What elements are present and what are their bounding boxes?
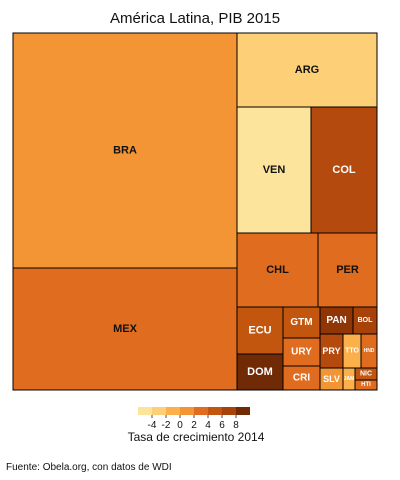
legend-tick-label-3: 2 bbox=[191, 420, 197, 431]
legend-swatch-6 bbox=[222, 407, 236, 415]
treemap-tile-chl bbox=[236, 232, 319, 308]
treemap-label-gtm: GTM bbox=[290, 317, 312, 328]
legend-title: Tasa de crecimiento 2014 bbox=[127, 430, 265, 444]
treemap-label-ven: VEN bbox=[263, 164, 286, 176]
treemap-tile-per bbox=[317, 232, 378, 308]
treemap-label-ecu: ECU bbox=[248, 325, 271, 337]
treemap-label-pry: PRY bbox=[322, 346, 340, 356]
treemap-label-pan: PAN bbox=[326, 315, 346, 326]
treemap-label-hnd: HND bbox=[364, 348, 375, 354]
legend-swatch-3 bbox=[180, 407, 194, 415]
treemap-label-hti: HTI bbox=[361, 382, 371, 388]
treemap-label-nic: NIC bbox=[360, 371, 372, 378]
treemap-label-cri: CRI bbox=[293, 373, 310, 384]
legend-swatch-2 bbox=[166, 407, 180, 415]
legend-swatch-1 bbox=[152, 407, 166, 415]
chart-title: América Latina, PIB 2015 bbox=[109, 10, 281, 27]
treemap-tile-pan bbox=[319, 306, 354, 335]
legend-tick-label-2: 0 bbox=[177, 420, 183, 431]
treemap-label-dom: DOM bbox=[247, 366, 273, 378]
legend-tick-label-0: -4 bbox=[148, 420, 157, 431]
treemap-label-mex: MEX bbox=[113, 323, 138, 335]
treemap-label-slv: SLV bbox=[323, 374, 340, 384]
treemap-tile-ury bbox=[282, 337, 321, 367]
legend-swatch-7 bbox=[236, 407, 250, 415]
treemap-label-per: PER bbox=[336, 264, 359, 276]
treemap-tile-cri bbox=[282, 365, 321, 391]
legend-swatch-4 bbox=[194, 407, 208, 415]
treemap-label-arg: ARG bbox=[295, 64, 319, 76]
treemap-label-ury: URY bbox=[291, 347, 312, 358]
treemap-label-jam: JAM bbox=[344, 376, 355, 382]
source-note: Fuente: Obela.org, con datos de WDI bbox=[6, 462, 172, 473]
legend-tick-label-1: -2 bbox=[162, 420, 171, 431]
treemap-tile-col bbox=[310, 106, 378, 234]
legend-swatch-0 bbox=[138, 407, 152, 415]
legend-tick-label-6: 8 bbox=[233, 420, 239, 431]
legend-tick-label-4: 4 bbox=[205, 420, 211, 431]
treemap-tile-arg bbox=[236, 32, 378, 108]
treemap-label-bol: BOL bbox=[358, 317, 374, 324]
treemap-tile-hti bbox=[354, 379, 378, 391]
treemap-label-chl: CHL bbox=[266, 264, 289, 276]
treemap-tile-bol bbox=[352, 306, 378, 335]
treemap-label-bra: BRA bbox=[113, 145, 137, 157]
legend-swatch-5 bbox=[208, 407, 222, 415]
treemap-tile-ecu bbox=[236, 306, 284, 355]
treemap-label-tto: TTO bbox=[345, 348, 359, 355]
treemap-label-col: COL bbox=[332, 164, 356, 176]
treemap-tile-ven bbox=[236, 106, 312, 234]
legend-tick-label-5: 6 bbox=[219, 420, 225, 431]
treemap-tile-dom bbox=[236, 353, 284, 391]
